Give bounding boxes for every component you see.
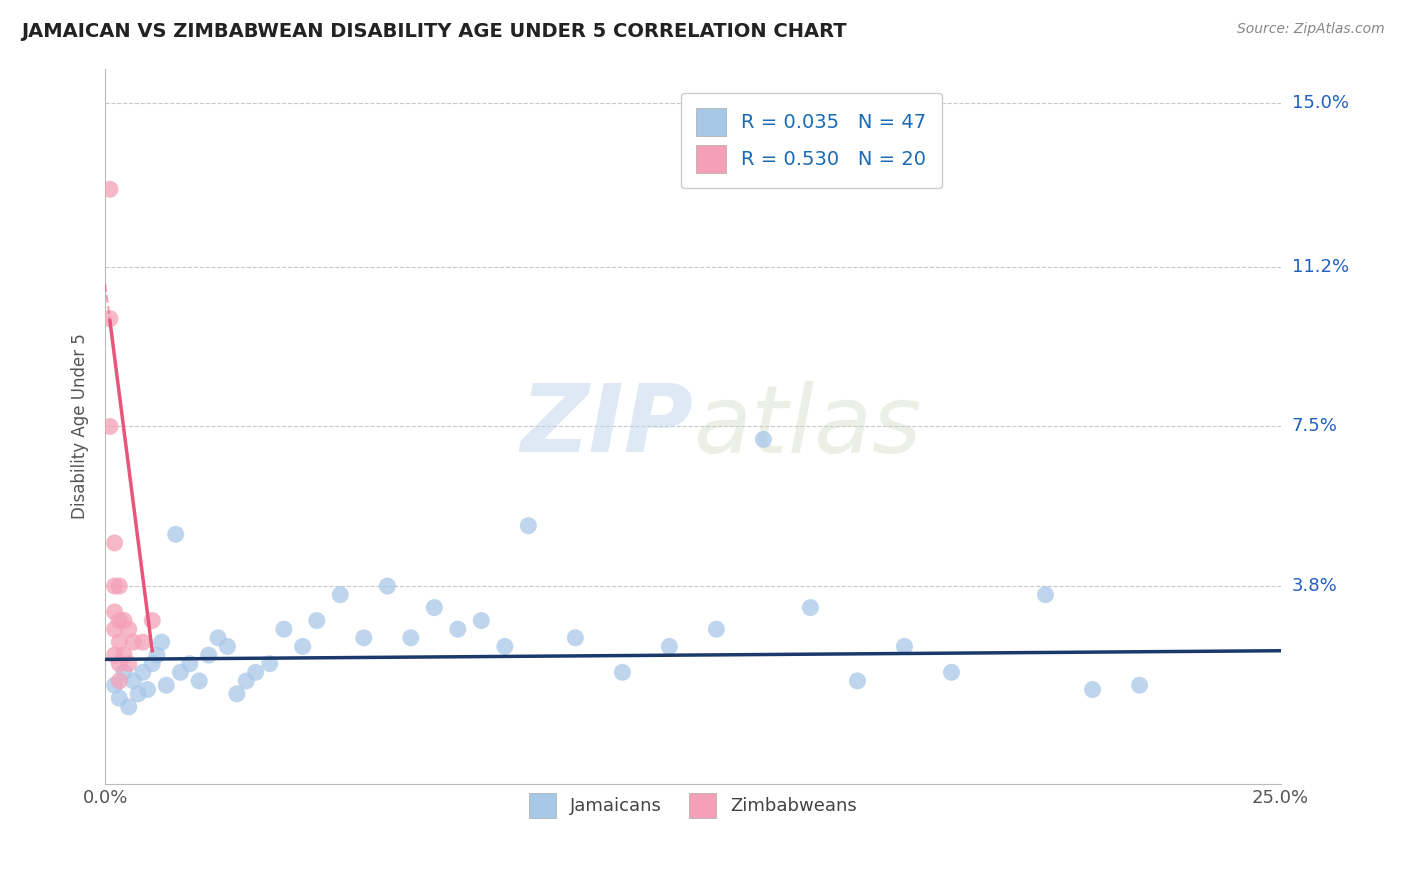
Point [108,673,131,688]
Point [108,635,131,649]
Point [141,614,163,628]
Point [1035,588,1057,602]
Point [112,648,135,662]
Point [447,622,470,636]
Point [225,687,247,701]
Point [112,614,135,628]
Point [179,657,201,671]
Point [118,657,141,671]
Point [188,673,211,688]
Point [104,579,127,593]
Point [132,635,155,649]
Point [259,657,281,671]
Point [799,600,821,615]
Point [98,419,121,434]
Point [658,640,681,654]
Point [1081,682,1104,697]
Point [136,682,159,697]
Legend: Jamaicans, Zimbabweans: Jamaicans, Zimbabweans [522,786,865,825]
Text: Source: ZipAtlas.com: Source: ZipAtlas.com [1237,22,1385,37]
Point [517,518,540,533]
Text: ZIP: ZIP [520,381,693,473]
Text: 11.2%: 11.2% [1292,258,1348,276]
Point [169,665,191,680]
Point [155,678,177,692]
Point [893,640,915,654]
Point [108,691,131,706]
Point [112,665,135,680]
Point [141,657,163,671]
Point [846,673,869,688]
Point [399,631,422,645]
Point [122,635,145,649]
Point [104,678,127,692]
Point [146,648,169,662]
Point [564,631,586,645]
Point [470,614,492,628]
Point [291,640,314,654]
Point [98,311,121,326]
Point [150,635,173,649]
Point [104,536,127,550]
Point [108,657,131,671]
Text: 15.0%: 15.0% [1292,94,1348,112]
Point [1128,678,1150,692]
Point [494,640,516,654]
Point [329,588,352,602]
Point [706,622,728,636]
Text: JAMAICAN VS ZIMBABWEAN DISABILITY AGE UNDER 5 CORRELATION CHART: JAMAICAN VS ZIMBABWEAN DISABILITY AGE UN… [21,22,846,41]
Point [612,665,634,680]
Point [108,579,131,593]
Point [941,665,963,680]
Point [132,665,155,680]
Point [104,622,127,636]
Point [245,665,267,680]
Point [752,433,775,447]
Point [273,622,295,636]
Y-axis label: Disability Age Under 5: Disability Age Under 5 [72,334,89,519]
Point [165,527,187,541]
Point [197,648,219,662]
Point [98,182,121,196]
Point [118,622,141,636]
Point [104,648,127,662]
Point [217,640,239,654]
Point [118,699,141,714]
Point [108,614,131,628]
Point [127,687,149,701]
Point [235,673,257,688]
Point [305,614,328,628]
Text: 3.8%: 3.8% [1292,577,1337,595]
Text: 7.5%: 7.5% [1292,417,1337,435]
Point [353,631,375,645]
Point [104,605,127,619]
Point [423,600,446,615]
Point [122,673,145,688]
Point [375,579,398,593]
Point [207,631,229,645]
Text: atlas: atlas [693,381,921,472]
